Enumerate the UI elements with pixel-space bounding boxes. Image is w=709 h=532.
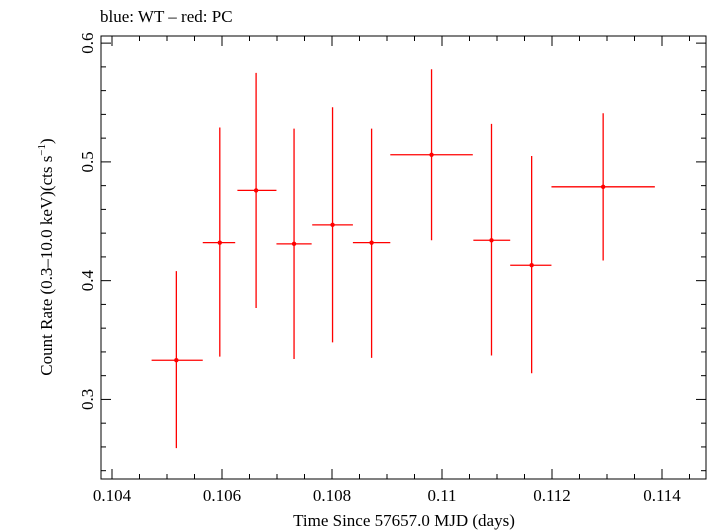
data-point [390,69,473,241]
x-axis-label: Time Since 57657.0 MJD (days) [293,511,515,530]
axes: 0.104 0.106 0.108 0.11 0.112 0.114 0.3 0.4 0.5 0.… [78,33,706,505]
chart-title: blue: WT – red: PC [100,7,233,26]
y-tick-label: 0.4 [78,270,97,292]
y-tick-label: 0.3 [78,389,97,410]
point-marker [253,188,259,193]
point-marker [330,222,335,228]
x-tick-label: 0.106 [203,486,241,505]
point-marker [217,240,222,245]
point-marker [291,241,297,247]
data-point [151,271,203,449]
data-marks [151,69,655,449]
data-point [551,113,655,261]
y-tick-label: 0.6 [78,33,97,54]
x-tick-label: 0.114 [643,486,681,505]
point-marker [600,184,606,190]
x-tick-label: 0.108 [313,486,351,505]
y-axis-label-tail: ) [37,138,56,144]
data-point [312,107,353,343]
data-point [276,128,312,360]
point-marker [429,152,434,157]
point-marker [489,238,494,243]
data-point [510,155,552,374]
data-point [473,123,511,356]
x-tick-label: 0.104 [93,486,132,505]
point-marker [369,240,374,245]
data-point [237,72,277,308]
x-tick-label: 0.11 [427,486,456,505]
x-tick-label: 0.112 [533,486,571,505]
y-axis-label-superscript: −1 [36,144,48,156]
point-marker [529,263,534,268]
data-point [202,127,236,357]
y-axis-label: Count Rate (0.3–10.0 keV)(cts s−1) [36,138,56,375]
y-tick-label: 0.5 [78,151,97,172]
point-marker [174,358,179,363]
y-axis-label-main: Count Rate (0.3–10.0 keV)(cts s [37,156,56,376]
plot-frame [100,35,707,480]
data-point [352,128,391,358]
